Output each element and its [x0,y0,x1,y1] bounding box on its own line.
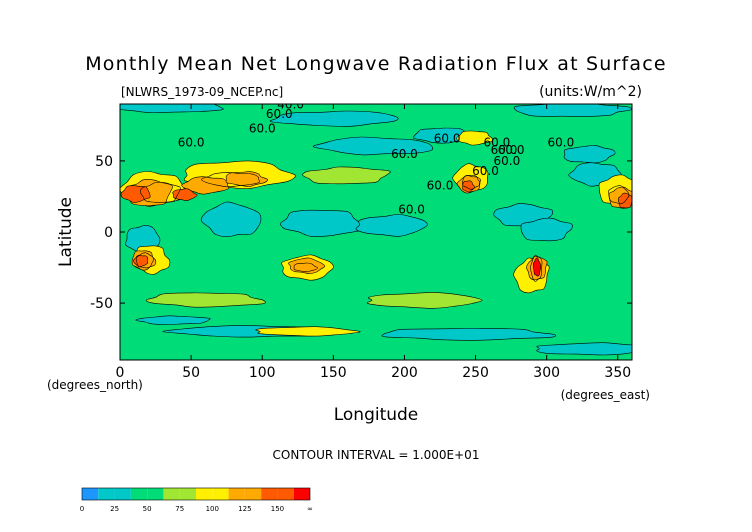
field-antarctic-coast-yellow [255,326,361,337]
x-tick-label: 150 [320,365,347,381]
x-tick-label: 200 [391,365,418,381]
colorbar-swatch [130,488,148,500]
colorbar-swatch [163,488,180,500]
field-north-pacific-cyan-a [312,136,434,156]
contour-label: 60.0 [498,143,525,157]
contour-interval: CONTOUR INTERVAL = 1.000E+01 [273,448,480,462]
colorbar-frame [81,487,311,501]
contour-ring [530,254,543,282]
contour-label: 60.0 [472,164,499,178]
units-label: (units:W/m^2) [539,84,642,100]
colorbar-level-label: 125 [238,505,251,513]
field-tibet-orange [225,171,268,187]
contour-ring [462,174,481,190]
contour-label: 60.0 [484,136,511,150]
field-arctic-cyan-center [269,110,399,127]
colorbar-swatch [98,488,115,500]
field-atacama-max [532,257,542,277]
field-central-pacific-cyan [355,214,428,237]
colorbar-swatch [228,488,245,500]
contour-ring [201,172,260,188]
field-amazon-cyan [520,217,573,242]
contour-label: 60.0 [398,203,425,217]
file-label: [NLWRS_1973-09_NCEP.nc] [121,85,283,99]
contour-ring [608,185,630,205]
field-north-pacific-cyan-b [413,127,471,144]
contour-label: 60.0 [493,154,520,168]
contour-ring [293,262,318,273]
colorbar-swatch [261,488,278,500]
x-tick-label: 50 [182,365,200,381]
colorbar-level-label: 0 [80,505,84,513]
y-axis: 50 0 -50 [90,154,632,312]
colorbar-level-label: 75 [175,505,184,513]
colorbar-swatch [244,488,262,500]
field-arabia-orange [181,176,230,195]
field-kalahari-red [133,254,149,268]
contour-label: 60.0 [491,143,518,157]
colorbar-level-label: 100 [206,505,219,513]
x-tick-label: 350 [604,365,631,381]
contour-label: 60.0 [548,136,575,150]
contour-label: 60.0 [266,107,293,121]
field-north-canada-yellow [456,130,493,146]
field-southern-ocean-cyan-b [381,328,556,341]
field-arabia-red [172,188,198,202]
y-tick-label: -50 [90,296,113,312]
field-south-pacific-belt [366,292,483,309]
contour-label: 40.0 [277,97,304,111]
x-tick-label: 100 [249,365,276,381]
x-tick-label: 250 [462,365,489,381]
x-axis-label: Longitude [334,405,419,425]
contour-label: 60.0 [249,121,276,135]
contour-label: 60.0 [434,131,461,145]
colorbar: 0 25 50 75 100 125 150 ∞ [80,487,313,513]
x-tick-label: 0 [116,365,125,381]
colorbar-level-label: 25 [110,505,119,513]
field-north-atlantic-cyan [563,145,616,164]
contour-ring [139,181,181,203]
y-tick-label: 0 [104,225,113,241]
colorbar-swatch [114,488,131,500]
colorbar-level-label: 50 [143,505,152,513]
field-sahara-red [120,185,151,203]
field-arctic-cyan-west [120,104,224,113]
colorbar-swatch [196,488,213,500]
x-tick-label: 300 [533,365,560,381]
chart-title: Monthly Mean Net Longwave Radiation Flux… [85,53,667,75]
colorbar-swatch [212,488,229,500]
x-axis: 0 50 100 150 200 250 300 350 [116,104,631,381]
contour-label: 60.0 [178,136,205,150]
colorbar-level-label: 150 [271,505,284,513]
field-southern-ocean-cyan-c [135,315,211,325]
contour-label: 60.0 [427,178,454,192]
field-antarctic-cyan [536,342,632,356]
y-tick-label: 50 [95,154,113,170]
field-indian-ocean-cyan [200,201,262,238]
colorbar-swatch [147,488,164,500]
field-north-pacific-belt [302,166,391,185]
colorbar-swatch [293,488,310,500]
field-west-pacific-cyan [280,209,363,237]
colorbar-swatch [82,488,99,500]
colorbar-swatch [179,488,196,500]
x-units-label: (degrees_east) [561,388,650,402]
plot-area: 40.060.060.060.060.060.060.060.060.060.0… [119,97,633,361]
y-axis-label: Latitude [56,197,76,267]
field-south-indian-belt [145,292,266,308]
contour-label: 60.0 [391,147,418,161]
y-units-label: (degrees_north) [47,378,143,392]
colorbar-swatch [277,488,294,500]
contour-ring [135,252,154,269]
colorbar-level-label: ∞ [307,505,313,513]
